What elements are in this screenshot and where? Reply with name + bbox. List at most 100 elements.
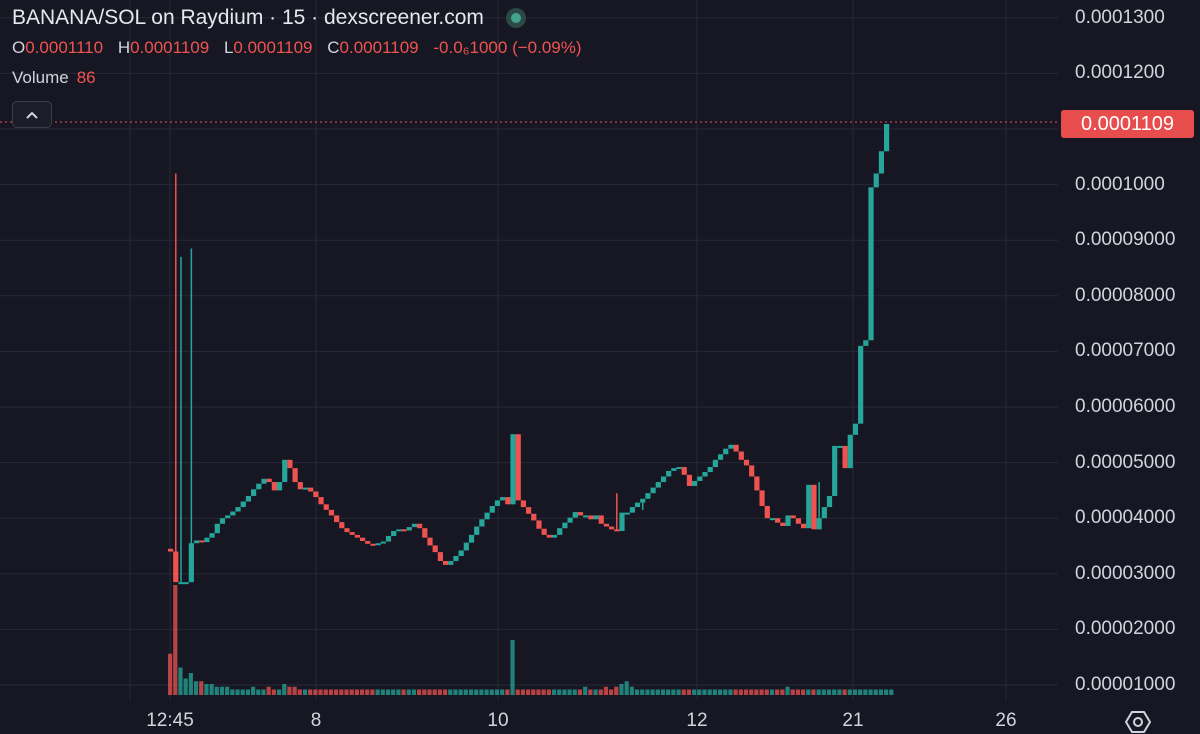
volume-bar bbox=[728, 689, 733, 695]
volume-bar bbox=[417, 689, 422, 695]
candle bbox=[546, 534, 552, 538]
volume-bar bbox=[349, 689, 354, 695]
candle bbox=[567, 517, 573, 523]
volume-bar bbox=[593, 689, 598, 695]
candle bbox=[624, 512, 630, 515]
candle bbox=[598, 515, 604, 524]
volume-bar bbox=[878, 689, 883, 695]
candle bbox=[640, 498, 646, 503]
volume-bar bbox=[681, 689, 686, 695]
volume-bar bbox=[500, 689, 505, 695]
settings-icon[interactable] bbox=[1125, 710, 1151, 734]
volume-bar bbox=[401, 689, 406, 695]
candle bbox=[645, 493, 651, 499]
price-tick-label: 0.00007000 bbox=[1075, 340, 1176, 362]
price-tick-label: 0.00003000 bbox=[1075, 562, 1176, 584]
volume-bar bbox=[359, 689, 365, 695]
volume-bar bbox=[442, 689, 448, 695]
volume-bar bbox=[832, 689, 837, 695]
volume-bar bbox=[287, 686, 292, 695]
volume-bar bbox=[889, 689, 894, 695]
candle bbox=[697, 476, 703, 481]
time-tick-label: 21 bbox=[842, 710, 864, 731]
volume-bar bbox=[173, 585, 178, 695]
volume-bar bbox=[583, 686, 588, 695]
volume-bar bbox=[468, 689, 474, 695]
candle bbox=[666, 470, 672, 477]
candle bbox=[832, 445, 838, 496]
volume-bar bbox=[780, 689, 785, 695]
candle bbox=[406, 527, 412, 531]
volume-bars bbox=[168, 585, 894, 695]
volume-bar bbox=[411, 689, 417, 695]
candle bbox=[468, 534, 475, 543]
candle bbox=[297, 482, 303, 490]
volume-bar bbox=[448, 689, 453, 695]
price-tick-label: 0.00002000 bbox=[1075, 618, 1176, 640]
candle bbox=[489, 505, 495, 513]
candle bbox=[193, 540, 200, 544]
candle bbox=[494, 500, 501, 506]
volume-bar bbox=[318, 689, 323, 695]
candle bbox=[780, 522, 786, 526]
candle bbox=[225, 515, 231, 519]
candle bbox=[442, 561, 449, 565]
volume-bar bbox=[245, 689, 251, 695]
candle bbox=[551, 534, 558, 538]
volume-bar bbox=[199, 681, 204, 695]
candle bbox=[852, 423, 859, 435]
candle bbox=[593, 515, 599, 520]
open-value: 0.0001110 bbox=[25, 38, 104, 57]
volume-bar bbox=[271, 689, 276, 695]
ohlc-readout: O0.0001110 H0.0001109 L0.0001109 C0.0001… bbox=[12, 38, 592, 58]
candle bbox=[764, 505, 770, 519]
candle bbox=[603, 523, 610, 527]
candle bbox=[712, 459, 718, 468]
price-tick-label: 0.00004000 bbox=[1075, 507, 1176, 529]
candle bbox=[375, 543, 381, 546]
live-status-dot-icon bbox=[505, 8, 526, 28]
candle bbox=[878, 151, 884, 174]
candle bbox=[692, 480, 698, 486]
candle bbox=[339, 522, 345, 529]
candle bbox=[520, 500, 526, 508]
candle bbox=[256, 483, 262, 490]
candle bbox=[344, 528, 350, 533]
candle bbox=[302, 487, 309, 490]
volume-bar bbox=[391, 689, 396, 695]
volume-bar bbox=[852, 689, 858, 695]
candle bbox=[505, 497, 511, 505]
candle bbox=[219, 518, 226, 524]
candle bbox=[209, 533, 215, 538]
candle bbox=[448, 561, 454, 565]
candle bbox=[282, 459, 288, 483]
pair-title: BANANA/SOL on Raydium · 15 · dexscreener… bbox=[12, 6, 484, 29]
candle bbox=[759, 490, 765, 506]
candle bbox=[868, 187, 874, 341]
volume-bar bbox=[868, 689, 873, 695]
volume-bar bbox=[603, 686, 609, 695]
candle bbox=[557, 528, 563, 535]
candle bbox=[858, 345, 864, 424]
candle bbox=[323, 504, 329, 510]
volume-bar bbox=[474, 689, 479, 695]
volume-bar bbox=[686, 689, 692, 695]
volume-bar bbox=[837, 689, 842, 695]
volume-bar bbox=[567, 689, 572, 695]
candle bbox=[583, 515, 589, 518]
volume-bar bbox=[790, 689, 795, 695]
candle bbox=[681, 467, 687, 475]
volume-bar bbox=[302, 689, 308, 695]
volume-bar bbox=[536, 689, 541, 695]
price-tick-label: 0.00005000 bbox=[1075, 451, 1176, 473]
volume-bar bbox=[743, 689, 749, 695]
candle bbox=[334, 515, 340, 523]
volume-bar bbox=[717, 689, 723, 695]
collapse-legend-button[interactable] bbox=[12, 101, 52, 128]
candle bbox=[884, 123, 890, 152]
volume-bar bbox=[702, 689, 707, 695]
candle bbox=[536, 520, 542, 529]
volume-bar bbox=[354, 689, 359, 695]
volume-bar bbox=[292, 686, 297, 695]
